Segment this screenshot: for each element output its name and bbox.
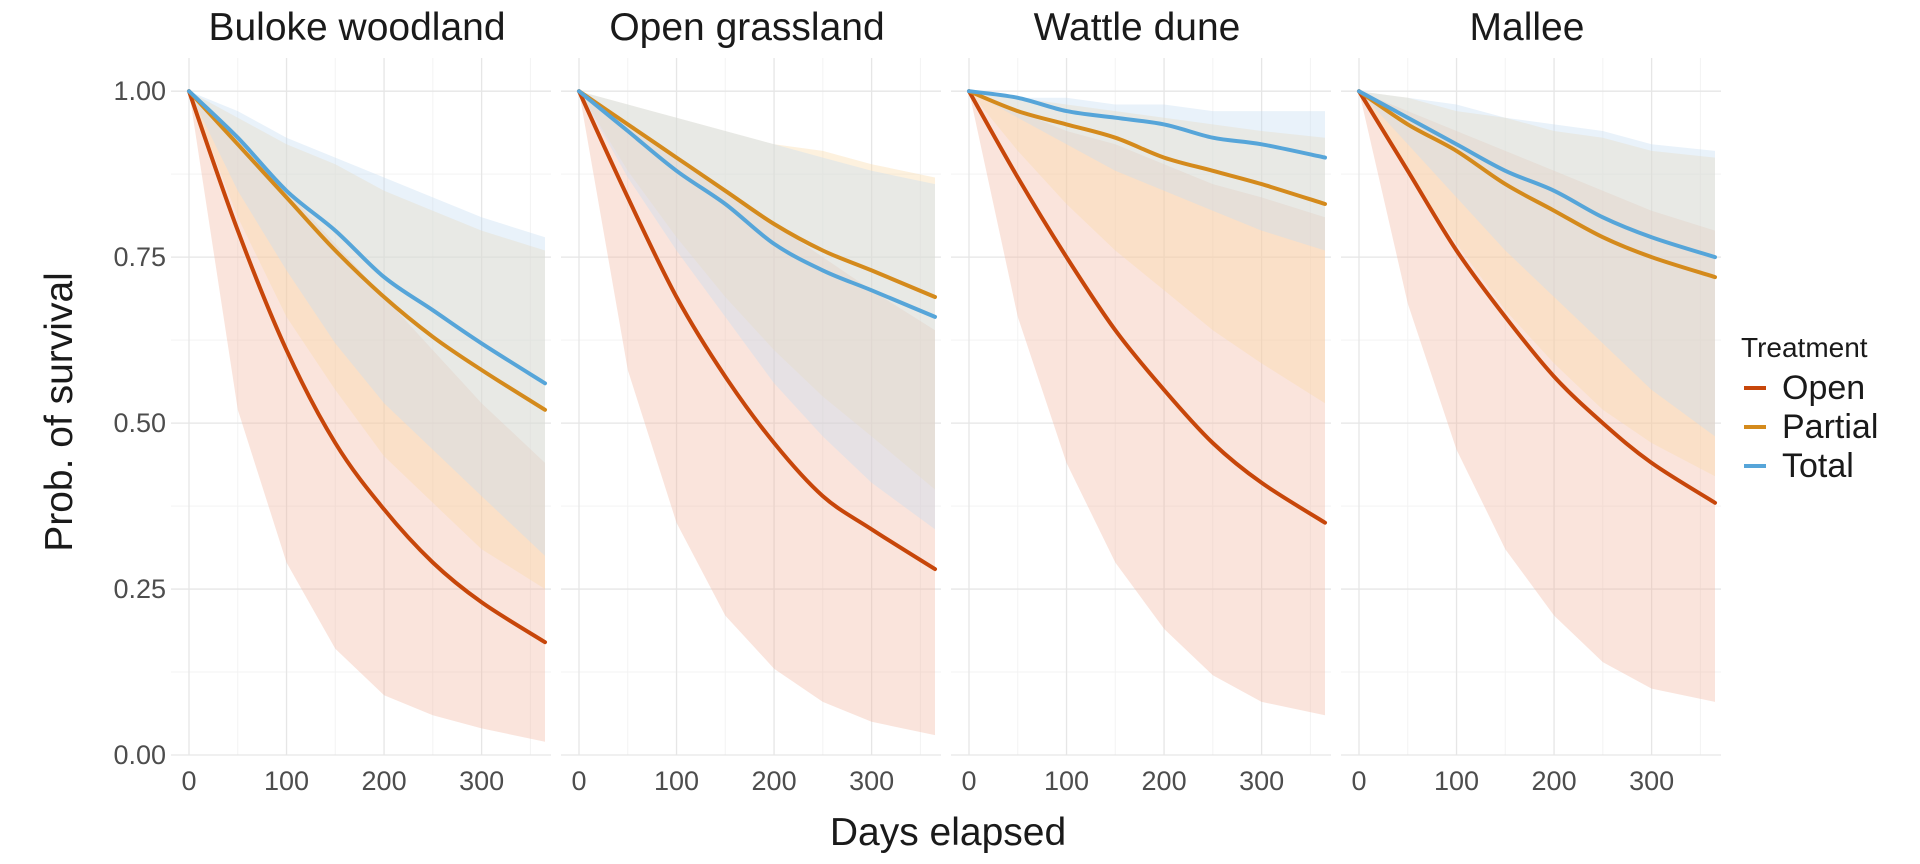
- x-tick-label: 300: [1239, 766, 1284, 796]
- x-axis-title: Days elapsed: [830, 811, 1066, 854]
- y-axis-title: Prob. of survival: [38, 272, 81, 552]
- series-line-total: [187, 89, 547, 386]
- confidence-band-open: [1359, 91, 1715, 702]
- confidence-band-open: [189, 91, 545, 742]
- series-line-partial: [577, 89, 937, 299]
- series-line-partial: [1357, 89, 1717, 280]
- y-axis-ticks: 0.00 0.25 0.50 0.75 1.00: [113, 76, 166, 770]
- x-tick-label: 0: [571, 766, 586, 796]
- facet-title: Mallee: [1470, 6, 1585, 49]
- x-tick-label: 200: [752, 766, 797, 796]
- series-line-partial: [967, 89, 1327, 206]
- x-tick-label: 300: [1629, 766, 1674, 796]
- y-tick-label: 1.00: [113, 76, 166, 106]
- x-tick-label: 200: [1532, 766, 1577, 796]
- series-line-open: [577, 89, 937, 572]
- y-tick-label: 0.00: [113, 740, 166, 770]
- series-line-total: [577, 89, 937, 319]
- series-line-partial: [187, 89, 547, 412]
- legend-label: Partial: [1782, 408, 1878, 446]
- x-tick-label: 100: [1044, 766, 1089, 796]
- confidence-band-partial: [1359, 91, 1715, 477]
- legend-title: Treatment: [1741, 332, 1868, 363]
- facet-title: Wattle dune: [1034, 6, 1241, 49]
- x-tick-label: 100: [1434, 766, 1479, 796]
- facet-panel: Buloke woodland 0 100 200 300: [171, 6, 551, 796]
- x-tick-label: 0: [181, 766, 196, 796]
- x-tick-label: 0: [1351, 766, 1366, 796]
- x-tick-label: 300: [849, 766, 894, 796]
- series-line-open: [967, 89, 1327, 525]
- series-line-total: [967, 89, 1327, 160]
- x-tick-label: 200: [362, 766, 407, 796]
- x-tick-label: 0: [961, 766, 976, 796]
- y-tick-label: 0.75: [113, 242, 166, 272]
- panels-layer: Buloke woodland 0 100 200 300 Open grassland 0…: [171, 6, 1721, 796]
- series-line-open: [1357, 89, 1717, 505]
- y-tick-label: 0.50: [113, 408, 166, 438]
- confidence-band-partial: [189, 91, 545, 589]
- confidence-band-total: [1359, 91, 1715, 437]
- confidence-band-total: [189, 91, 545, 556]
- x-tick-label: 100: [264, 766, 309, 796]
- x-tick-label: 300: [459, 766, 504, 796]
- x-tick-label: 100: [654, 766, 699, 796]
- facet-title: Open grassland: [609, 6, 884, 49]
- y-tick-label: 0.25: [113, 574, 166, 604]
- facet-panel: Open grassland 0 100 200 300: [561, 6, 941, 796]
- series-line-total: [1357, 89, 1717, 260]
- confidence-band-open: [579, 91, 935, 736]
- x-tick-label: 200: [1142, 766, 1187, 796]
- confidence-band-partial: [579, 91, 935, 490]
- confidence-band-partial: [969, 91, 1325, 404]
- legend-label: Open: [1782, 369, 1865, 407]
- facet-panel: Mallee 0 100 200 300: [1341, 6, 1721, 796]
- series-line-open: [187, 89, 547, 645]
- legend-label: Total: [1782, 447, 1854, 485]
- confidence-band-total: [969, 91, 1325, 251]
- confidence-band-total: [579, 91, 935, 530]
- facet-panel: Wattle dune 0 100 200 300: [951, 6, 1331, 796]
- facet-title: Buloke woodland: [208, 6, 505, 49]
